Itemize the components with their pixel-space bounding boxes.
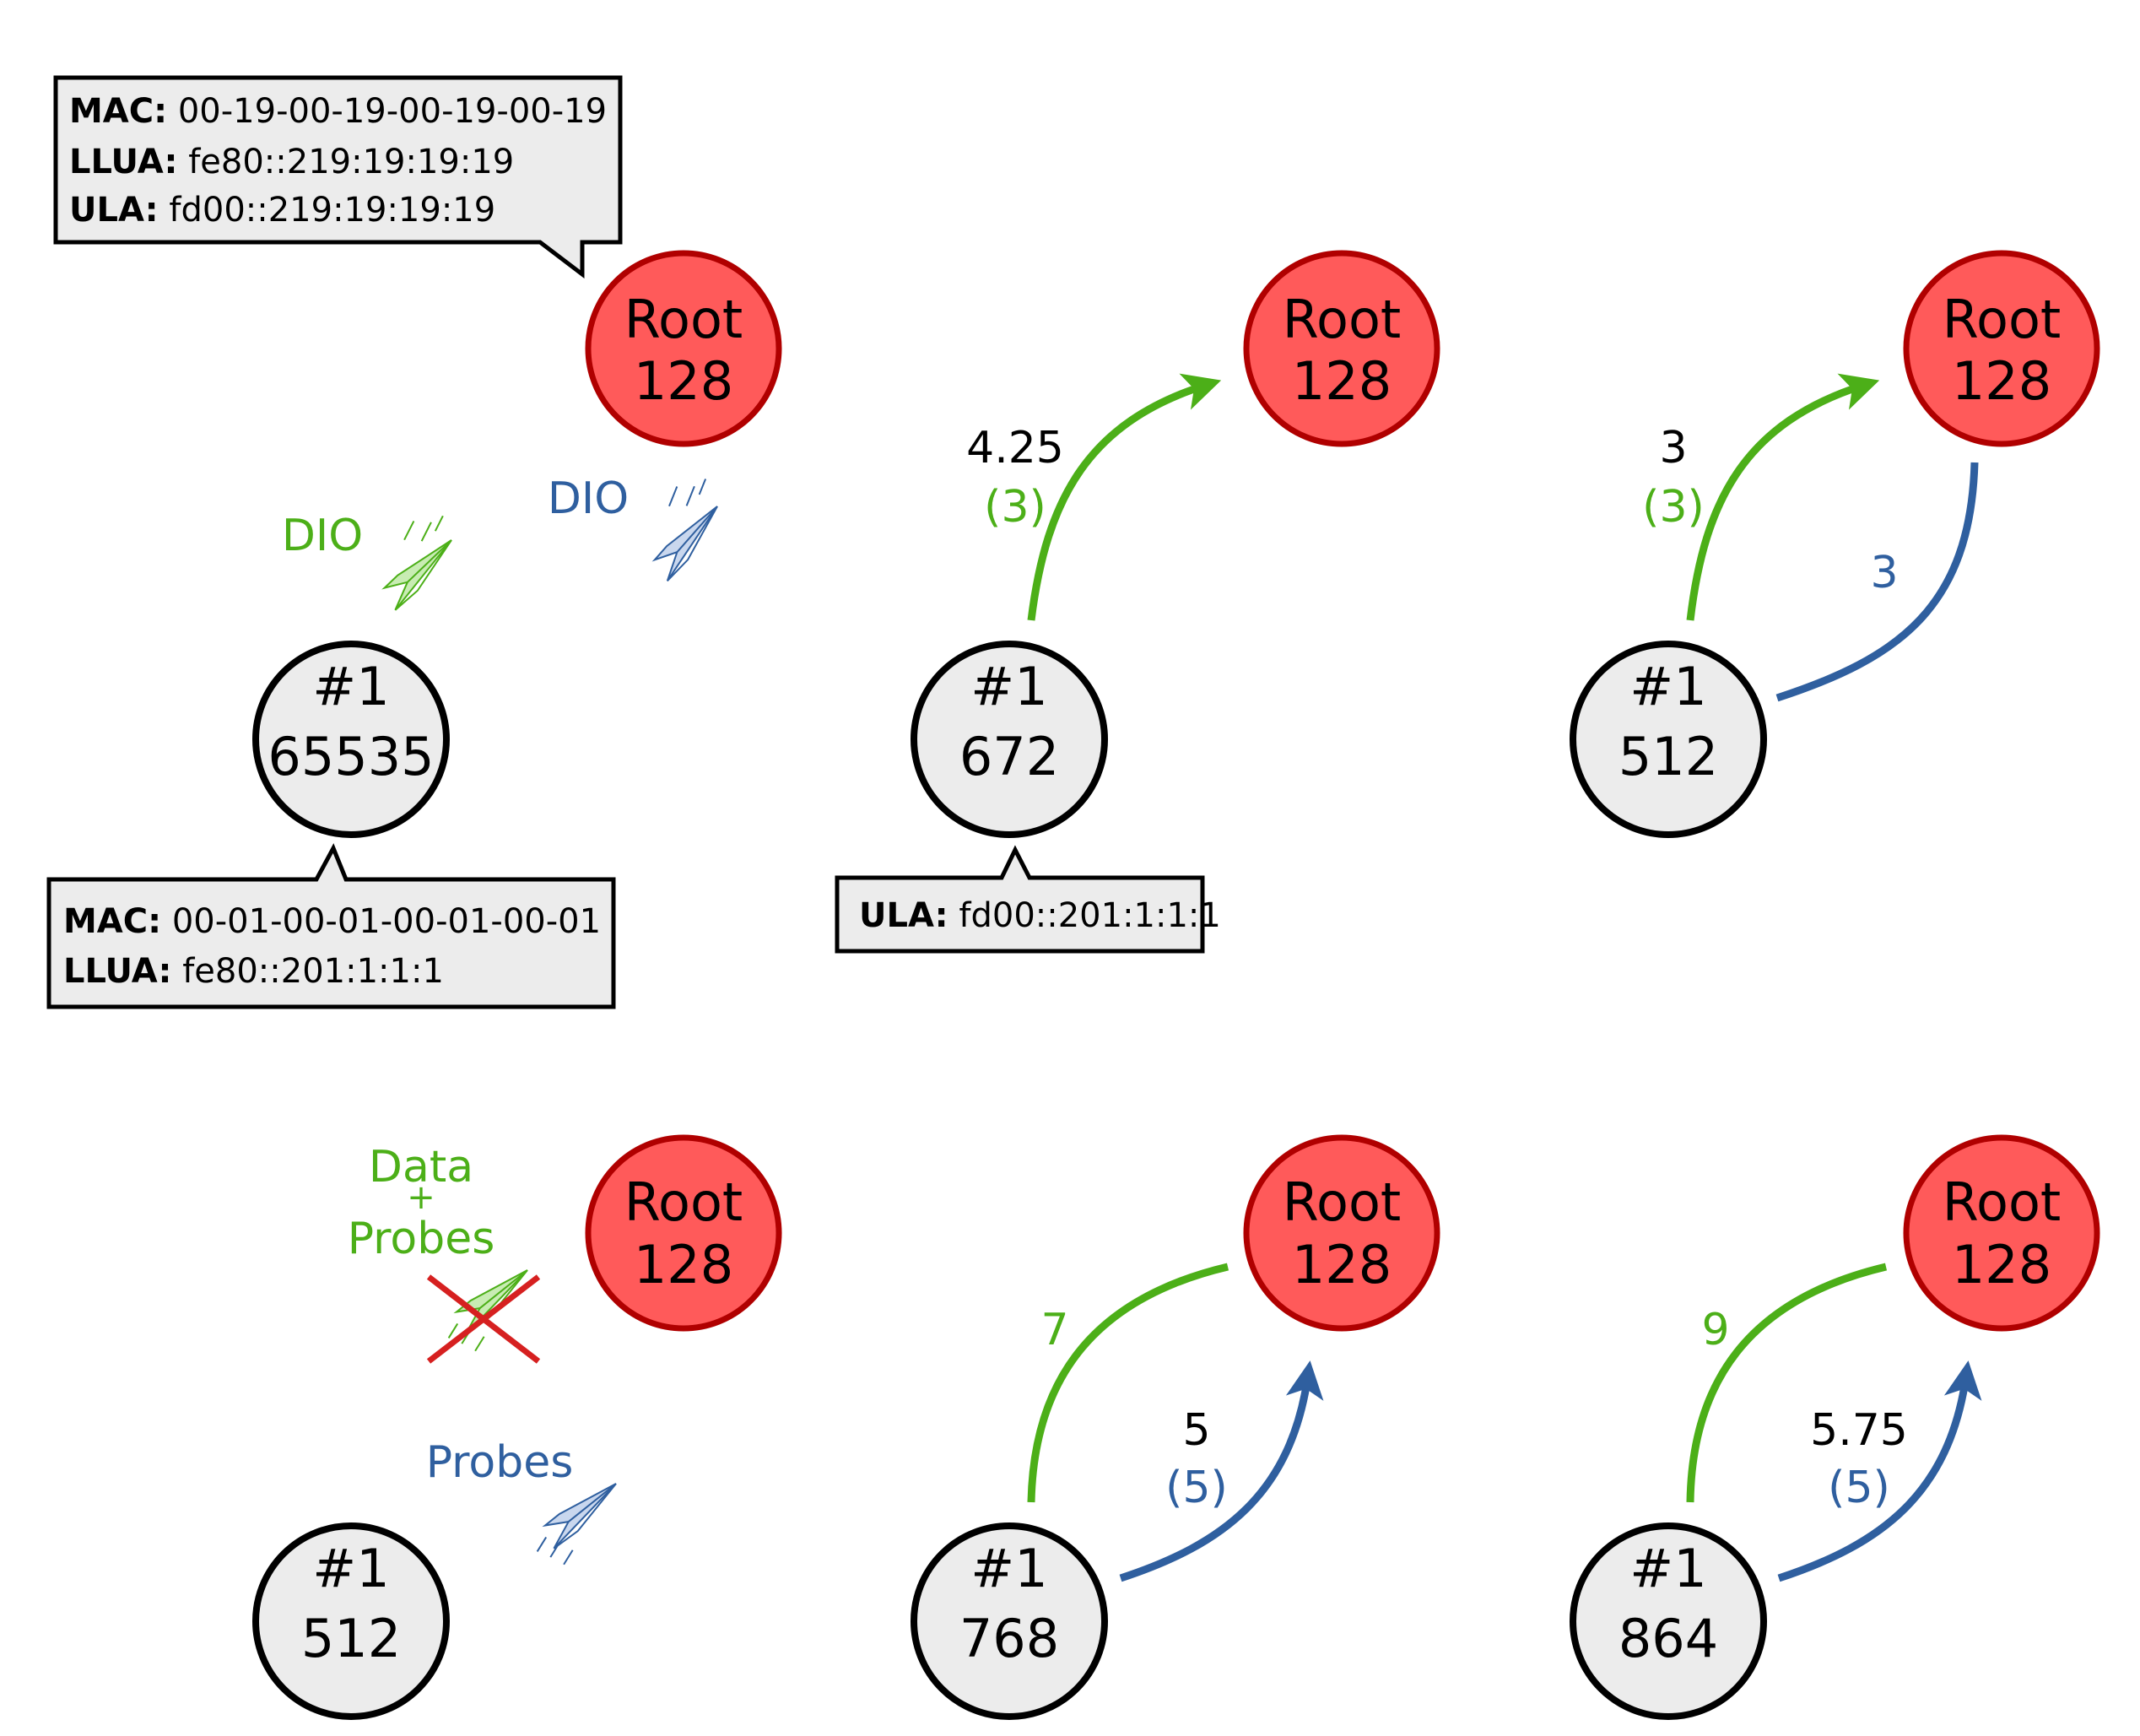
green-link-sub: (3) [1642,482,1705,533]
panel-5: 7 5 (5) Root 128 #1 768 [911,1134,1440,1720]
svg-text:MAC: 00-01-00-01-00-01-00-01: MAC: 00-01-00-01-00-01-00-01 [63,902,601,941]
panel-1: MAC: 00-19-00-19-00-19-00-19 LLUA: fe80:… [46,75,782,1009]
svg-text:128: 128 [634,1234,733,1295]
sensor-node: #1 512 [1570,641,1767,838]
blue-link-sub: (5) [1828,1463,1890,1513]
svg-text:864: 864 [1619,1608,1718,1669]
green-link-sub: (3) [984,482,1046,533]
green-link-arrow [1686,373,1880,621]
svg-text:LLUA: fe80::219:19:19:19: LLUA: fe80::219:19:19:19 [69,143,514,181]
svg-text:672: 672 [959,726,1059,787]
blue-link-arrow [1119,1360,1324,1582]
root-node: Root 128 [1903,250,2100,447]
sensor-node: #1 512 [252,1522,450,1720]
svg-text:ULA: fd00::219:19:19:19: ULA: fd00::219:19:19:19 [69,191,495,230]
svg-text:128: 128 [1952,350,2051,412]
root-node: Root 128 [1243,250,1440,447]
cross-icon [426,1274,541,1364]
svg-text:Root: Root [624,289,743,350]
green-message-label: DIO [282,511,363,561]
panel-6: 9 5.75 (5) Root 128 #1 864 [1570,1134,2100,1720]
sensor-node: #1 672 [911,641,1108,838]
blue-message-label: DIO [548,473,629,524]
paper-plane-icon [536,1483,623,1566]
root-node: Root 128 [585,1134,782,1332]
svg-text:#1: #1 [312,656,389,717]
svg-text:128: 128 [634,350,733,412]
root-node: Root 128 [1243,1134,1440,1332]
node-address-callout: ULA: fd00::201:1:1:1 [835,845,1221,954]
svg-text:#1: #1 [1629,656,1706,717]
svg-text:Root: Root [1283,289,1401,350]
svg-text:Root: Root [624,1171,743,1233]
paper-plane-icon [644,479,734,584]
blue-message-label: Probes [426,1437,574,1488]
panel-2: 4.25 (3) Root 128 #1 672 ULA: fd00::201:… [835,250,1440,954]
svg-text:Root: Root [1283,1171,1401,1233]
root-node: Root 128 [1903,1134,2100,1332]
svg-text:128: 128 [1292,1234,1392,1295]
sensor-node: #1 864 [1570,1522,1767,1720]
svg-text:Root: Root [1943,289,2061,350]
blue-link-value: 3 [1870,548,1898,598]
green-link-value: 3 [1659,423,1687,473]
root-address-callout: MAC: 00-19-00-19-00-19-00-19 LLUA: fe80:… [53,75,623,279]
svg-text:128: 128 [1292,350,1392,412]
green-link-value: 4.25 [966,423,1064,473]
svg-text:Root: Root [1943,1171,2061,1233]
svg-text:#1: #1 [312,1538,389,1599]
sensor-node: #1 65535 [252,641,450,838]
green-link-value: 7 [1040,1305,1068,1355]
blue-link-value: 5 [1182,1405,1210,1456]
blue-link-value: 5.75 [1810,1405,1908,1456]
svg-text:128: 128 [1952,1234,2051,1295]
root-node: Root 128 [585,250,782,447]
paper-plane-icon [377,515,463,613]
svg-text:#1: #1 [1629,1538,1706,1599]
green-link-value: 9 [1701,1305,1729,1355]
node-address-callout: MAC: 00-01-00-01-00-01-00-01 LLUA: fe80:… [46,843,616,1009]
svg-text:ULA: fd00::201:1:1:1: ULA: fd00::201:1:1:1 [859,896,1221,935]
panel-3: 3 (3) 3 Root 128 #1 512 [1570,250,2100,838]
green-link-arrow [1027,373,1222,621]
panel-4: Data + Probes Probes Root 128 #1 512 [252,1134,782,1720]
blue-link-arrow [1777,1360,1982,1582]
svg-text:LLUA: fe80::201:1:1:1: LLUA: fe80::201:1:1:1 [63,952,444,991]
green-link [1027,1263,1229,1503]
svg-text:65535: 65535 [268,726,434,787]
blue-link [1775,462,1979,702]
green-message-label-line2: + [407,1178,435,1217]
green-message-label-line3: Probes [348,1214,495,1264]
svg-text:512: 512 [1619,726,1718,787]
svg-text:512: 512 [301,1608,401,1669]
green-link [1686,1263,1888,1503]
svg-text:768: 768 [959,1608,1059,1669]
sensor-node: #1 768 [911,1522,1108,1720]
blue-link-sub: (5) [1165,1463,1228,1513]
svg-text:MAC: 00-19-00-19-00-19-00-19: MAC: 00-19-00-19-00-19-00-19 [69,92,607,131]
green-message-label-line1: Data [369,1142,473,1192]
svg-text:#1: #1 [970,656,1047,717]
svg-text:#1: #1 [970,1538,1047,1599]
